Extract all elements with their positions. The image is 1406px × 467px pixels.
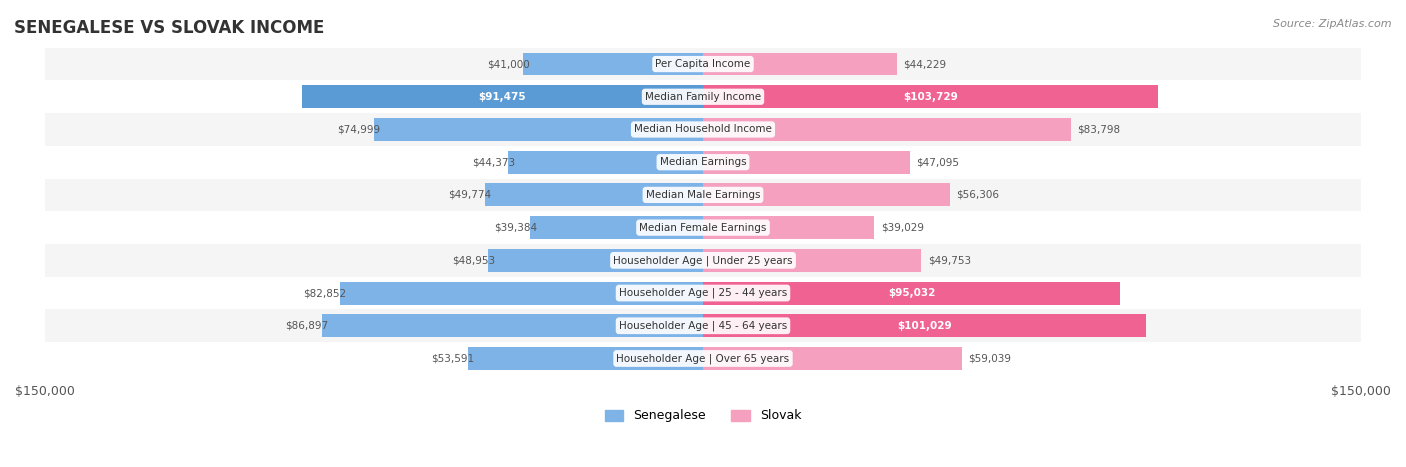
Bar bbox=[468, 347, 703, 370]
Text: Median Family Income: Median Family Income bbox=[645, 92, 761, 102]
Text: $95,032: $95,032 bbox=[887, 288, 935, 298]
Bar bbox=[45, 48, 1361, 80]
Bar bbox=[339, 282, 703, 304]
Bar bbox=[45, 146, 1361, 178]
Text: $41,000: $41,000 bbox=[486, 59, 530, 69]
Bar bbox=[374, 118, 703, 141]
Text: $56,306: $56,306 bbox=[956, 190, 1000, 200]
Text: $83,798: $83,798 bbox=[1077, 125, 1121, 134]
Text: $86,897: $86,897 bbox=[285, 321, 329, 331]
Bar bbox=[703, 184, 950, 206]
Text: $39,384: $39,384 bbox=[494, 223, 537, 233]
Text: $48,953: $48,953 bbox=[451, 255, 495, 265]
Text: $101,029: $101,029 bbox=[897, 321, 952, 331]
Bar bbox=[45, 244, 1361, 277]
Bar bbox=[703, 53, 897, 76]
Text: $49,774: $49,774 bbox=[449, 190, 491, 200]
Text: $44,373: $44,373 bbox=[472, 157, 515, 167]
Bar bbox=[703, 151, 910, 174]
Legend: Senegalese, Slovak: Senegalese, Slovak bbox=[600, 404, 806, 427]
Bar bbox=[703, 249, 921, 272]
Text: Householder Age | 25 - 44 years: Householder Age | 25 - 44 years bbox=[619, 288, 787, 298]
Text: SENEGALESE VS SLOVAK INCOME: SENEGALESE VS SLOVAK INCOME bbox=[14, 19, 325, 37]
Text: Per Capita Income: Per Capita Income bbox=[655, 59, 751, 69]
Text: Median Earnings: Median Earnings bbox=[659, 157, 747, 167]
Text: $49,753: $49,753 bbox=[928, 255, 972, 265]
Bar bbox=[703, 282, 1121, 304]
Bar bbox=[485, 184, 703, 206]
Text: Median Household Income: Median Household Income bbox=[634, 125, 772, 134]
Bar bbox=[523, 53, 703, 76]
Bar bbox=[509, 151, 703, 174]
Text: $82,852: $82,852 bbox=[302, 288, 346, 298]
Bar bbox=[302, 85, 703, 108]
Bar bbox=[488, 249, 703, 272]
Text: $74,999: $74,999 bbox=[337, 125, 381, 134]
Bar bbox=[45, 211, 1361, 244]
Text: $103,729: $103,729 bbox=[903, 92, 957, 102]
Bar bbox=[45, 342, 1361, 375]
Text: Median Male Earnings: Median Male Earnings bbox=[645, 190, 761, 200]
Bar bbox=[45, 277, 1361, 310]
Text: $59,039: $59,039 bbox=[969, 354, 1011, 363]
Text: $39,029: $39,029 bbox=[880, 223, 924, 233]
Bar bbox=[45, 113, 1361, 146]
Bar bbox=[703, 85, 1159, 108]
Text: Median Female Earnings: Median Female Earnings bbox=[640, 223, 766, 233]
Text: Householder Age | Over 65 years: Householder Age | Over 65 years bbox=[616, 353, 790, 364]
Bar bbox=[45, 178, 1361, 211]
Bar bbox=[45, 80, 1361, 113]
Text: $53,591: $53,591 bbox=[432, 354, 474, 363]
Text: $47,095: $47,095 bbox=[917, 157, 959, 167]
Text: $44,229: $44,229 bbox=[904, 59, 946, 69]
Text: Source: ZipAtlas.com: Source: ZipAtlas.com bbox=[1274, 19, 1392, 28]
Bar bbox=[322, 314, 703, 337]
Bar bbox=[703, 347, 962, 370]
Text: $91,475: $91,475 bbox=[478, 92, 526, 102]
Bar bbox=[45, 310, 1361, 342]
Bar bbox=[703, 216, 875, 239]
Bar bbox=[530, 216, 703, 239]
Text: Householder Age | 45 - 64 years: Householder Age | 45 - 64 years bbox=[619, 320, 787, 331]
Bar bbox=[703, 118, 1070, 141]
Text: Householder Age | Under 25 years: Householder Age | Under 25 years bbox=[613, 255, 793, 266]
Bar bbox=[703, 314, 1146, 337]
